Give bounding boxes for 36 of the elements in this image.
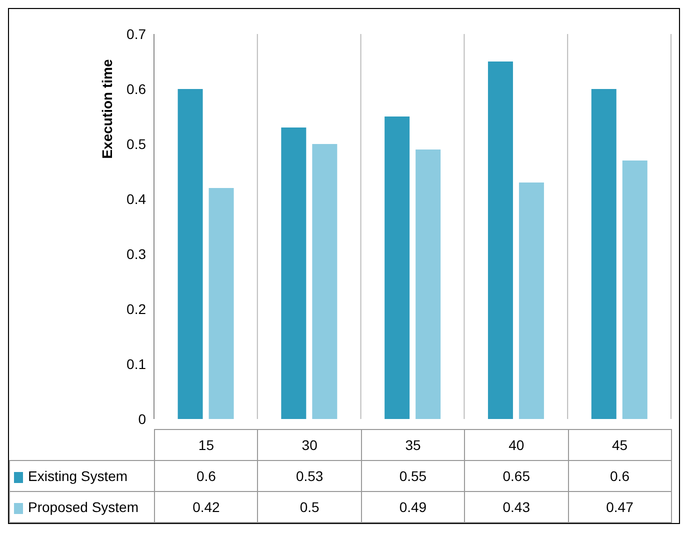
bar [622, 160, 648, 419]
bar [518, 182, 544, 419]
data-label: 0.5 [258, 492, 362, 522]
y-tick-label: 0 [138, 410, 146, 427]
y-tick-label: 0.2 [126, 300, 146, 317]
y-tick-label: 0.3 [126, 246, 146, 262]
data-label: 0.65 [464, 460, 568, 492]
data-label: 0.55 [361, 460, 465, 492]
x-tick-label: 45 [568, 430, 672, 460]
x-tick-label: 30 [258, 430, 362, 460]
legend-label: Proposed System [10, 492, 154, 522]
bar [488, 62, 513, 419]
y-tick-label: 0.7 [126, 26, 146, 42]
data-label: 0.6 [568, 460, 672, 492]
bar [384, 116, 410, 419]
bar [281, 128, 306, 419]
bar [208, 188, 234, 419]
bar [178, 89, 203, 419]
data-label: 0.6 [154, 460, 258, 492]
x-tick-label: 40 [464, 430, 568, 460]
y-axis-title: Execution time [98, 59, 115, 159]
bar [591, 89, 616, 419]
data-label: 0.49 [361, 492, 465, 522]
bar [416, 150, 441, 419]
data-label: 0.47 [568, 492, 672, 522]
data-label: 0.42 [154, 492, 258, 522]
bar [312, 144, 338, 419]
y-tick-label: 0.4 [126, 190, 146, 207]
y-tick-label: 0.5 [126, 136, 146, 152]
data-label: 0.43 [464, 492, 568, 522]
x-tick-label: 15 [154, 430, 258, 460]
data-label: 0.53 [258, 460, 362, 492]
x-tick-label: 35 [361, 430, 465, 460]
y-tick-label: 0.1 [126, 356, 146, 372]
legend-label: Existing System [10, 460, 154, 492]
y-tick-label: 0.6 [126, 80, 146, 97]
